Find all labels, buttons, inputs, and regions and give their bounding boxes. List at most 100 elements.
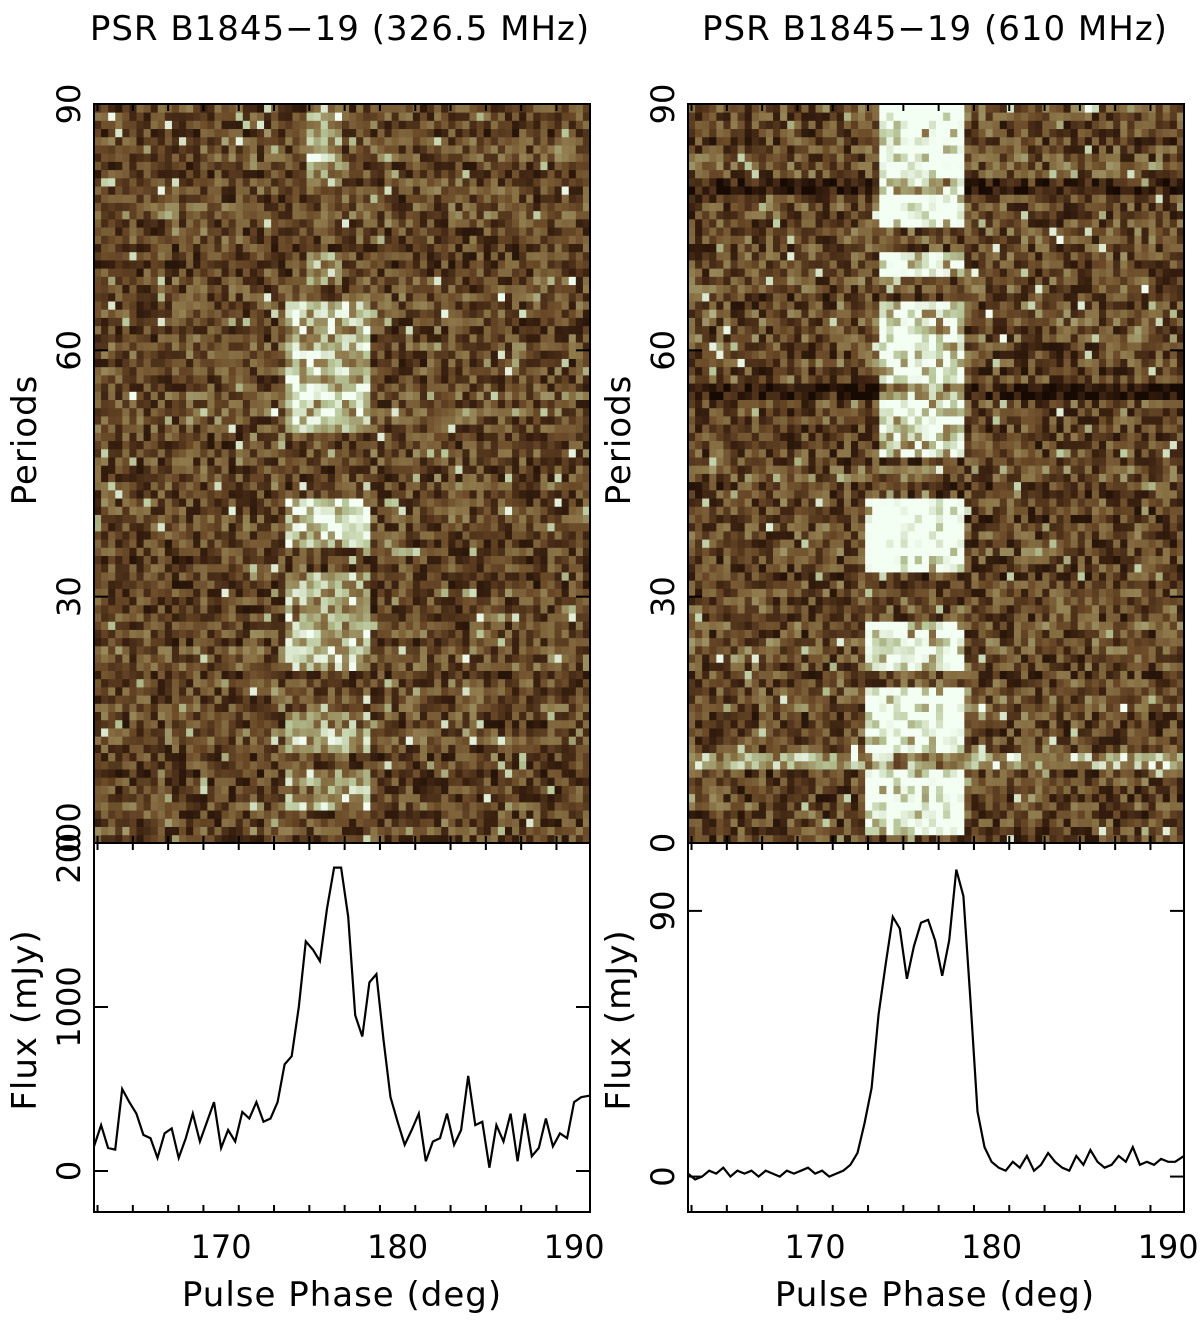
heatmap-cell: [519, 604, 527, 614]
heatmap-cell: [327, 760, 336, 770]
heatmap-cell: [292, 424, 300, 433]
heatmap-cell: [320, 785, 329, 795]
heatmap-cell: [455, 777, 463, 786]
heatmap-cell: [575, 810, 584, 819]
heatmap-cell: [519, 588, 527, 598]
heatmap-cell: [384, 424, 392, 433]
heatmap-cell: [412, 580, 421, 589]
heatmap-cell: [533, 292, 541, 302]
heatmap-cell: [186, 268, 194, 277]
heatmap-cell: [157, 793, 166, 803]
heatmap-cell: [214, 637, 222, 647]
heatmap-cell: [214, 325, 222, 335]
heatmap-cell: [469, 391, 478, 400]
heatmap-cell: [568, 670, 577, 680]
heatmap-cell: [540, 465, 548, 474]
heatmap-cell: [285, 333, 293, 343]
heatmap-cell: [582, 728, 591, 737]
heatmap-cell: [320, 555, 329, 565]
heatmap-cell: [405, 588, 414, 598]
heatmap-cell: [554, 498, 563, 507]
heatmap-cell: [356, 276, 364, 286]
heatmap-cell: [391, 489, 400, 499]
heatmap-cell: [462, 489, 470, 499]
heatmap-cell: [264, 350, 272, 359]
heatmap-cell: [171, 473, 180, 483]
heatmap-cell: [547, 514, 555, 524]
heatmap-cell: [249, 678, 258, 688]
heatmap-cell: [143, 358, 152, 368]
heatmap-cell: [186, 489, 194, 499]
heatmap-cell: [143, 424, 152, 433]
heatmap-cell: [235, 358, 244, 368]
heatmap-cell: [101, 834, 109, 844]
heatmap-cell: [497, 374, 506, 384]
heatmap-cell: [249, 465, 258, 474]
heatmap-cell: [150, 744, 159, 754]
heatmap-cell: [405, 785, 414, 795]
heatmap-cell: [228, 752, 237, 762]
heatmap-cell: [299, 826, 307, 836]
heatmap-cell: [398, 793, 407, 803]
heatmap-cell: [427, 260, 435, 269]
heatmap-cell: [171, 695, 180, 704]
heatmap-cell: [129, 276, 137, 286]
heatmap-cell: [370, 670, 378, 680]
heatmap-cell: [363, 424, 371, 433]
heatmap-cell: [469, 728, 478, 737]
heatmap-cell: [412, 760, 421, 770]
heatmap-cell: [497, 317, 506, 327]
heatmap-cell: [249, 547, 258, 557]
heatmap-cell: [434, 506, 442, 515]
heatmap-cell: [575, 457, 584, 466]
heatmap-cell: [533, 383, 541, 392]
heatmap-cell: [320, 834, 329, 844]
heatmap-cell: [186, 728, 194, 737]
heatmap-cell: [285, 399, 293, 409]
heatmap-cell: [327, 654, 336, 663]
heatmap-cell: [398, 728, 407, 737]
heatmap-cell: [235, 260, 244, 269]
heatmap-cell: [171, 654, 180, 663]
heatmap-cell: [547, 325, 555, 335]
heatmap-cell: [441, 801, 449, 811]
heatmap-cell: [568, 580, 577, 589]
heatmap-cell: [582, 391, 591, 400]
heatmap-cell: [122, 736, 130, 745]
heatmap-cell: [256, 728, 265, 737]
heatmap-cell: [448, 522, 456, 532]
heatmap-cell: [313, 465, 322, 474]
heatmap-cell: [455, 432, 463, 442]
heatmap-cell: [561, 637, 570, 647]
heatmap-cell: [242, 292, 251, 302]
heatmap-cell: [405, 769, 414, 778]
heatmap-cell: [455, 826, 463, 836]
heatmap-cell: [419, 391, 428, 400]
heatmap-cell: [271, 596, 279, 606]
heatmap-cell: [582, 793, 591, 803]
heatmap-cell: [136, 563, 144, 573]
heatmap-cell: [582, 309, 591, 318]
heatmap-cell: [235, 629, 244, 639]
heatmap-cell: [129, 399, 137, 409]
heatmap-cell: [242, 514, 251, 524]
heatmap-cell: [136, 399, 144, 409]
heatmap-cell: [334, 670, 343, 680]
heatmap-cell: [306, 637, 315, 647]
heatmap-cell: [122, 391, 130, 400]
heatmap-cell: [207, 506, 215, 515]
heatmap-cell: [186, 391, 194, 400]
heatmap-cell: [540, 325, 548, 335]
heatmap-cell: [349, 498, 357, 507]
heatmap-cell: [249, 489, 258, 499]
heatmap-cell: [349, 736, 357, 745]
heatmap-cell: [504, 621, 513, 630]
heatmap-cell: [235, 736, 244, 745]
heatmap-cell: [271, 580, 279, 589]
heatmap-cell: [405, 342, 414, 351]
heatmap-cell: [342, 301, 350, 310]
heatmap-cell: [101, 547, 109, 557]
heatmap-cell: [512, 637, 520, 647]
heatmap-cell: [398, 399, 407, 409]
heatmap-cell: [526, 276, 534, 286]
